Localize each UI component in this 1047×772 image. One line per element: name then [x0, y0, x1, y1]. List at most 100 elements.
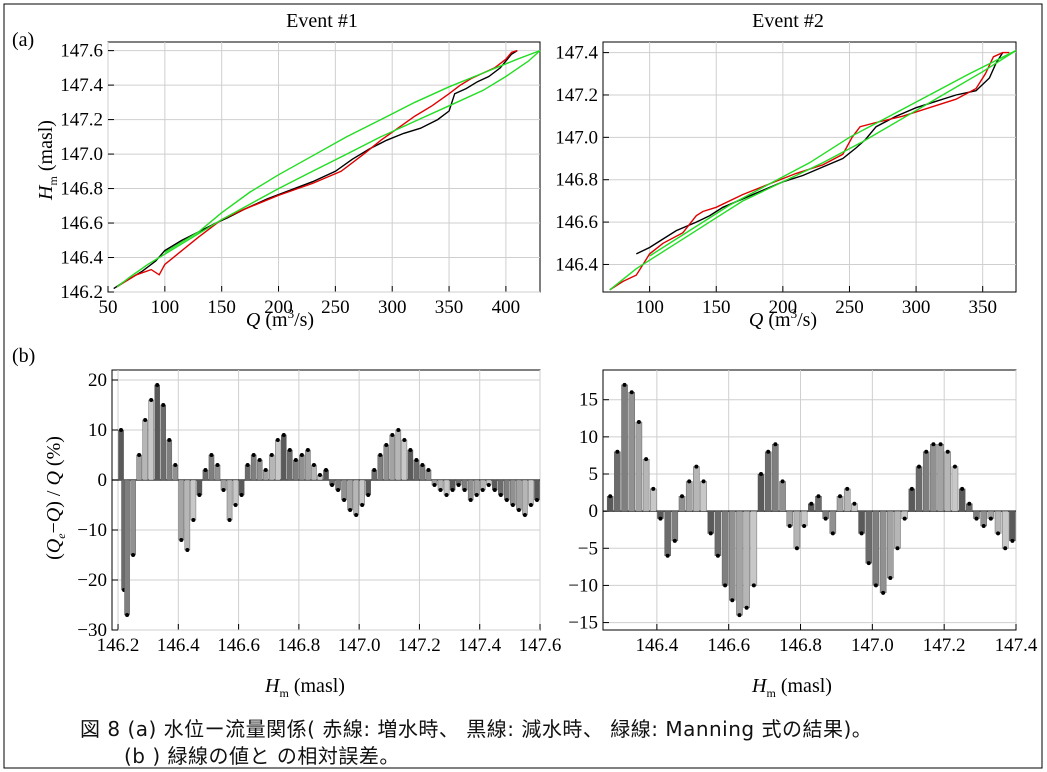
error-bar: [1001, 510, 1009, 549]
error-point: [137, 453, 142, 457]
error-bar: [275, 439, 281, 481]
chart-event2-rating: Event #2 Q (m3/s) 100 150 200 250 300 350 146.…: [555, 10, 1017, 331]
error-point: [504, 498, 509, 502]
plot-frame: [111, 369, 541, 631]
error-bar: [707, 510, 714, 534]
chart-title: Event #2: [752, 10, 824, 32]
y-tick-label: 20: [88, 370, 107, 391]
error-point: [917, 464, 922, 469]
error-point: [143, 418, 148, 422]
series-line-green-3: [649, 49, 1017, 257]
x-axis-label: Q (m3/s): [749, 306, 817, 331]
error-bar: [419, 464, 426, 481]
error-point: [311, 463, 316, 467]
error-bar: [244, 464, 251, 481]
y-tick-label: 5: [589, 464, 599, 485]
y-tick-label: 10: [579, 427, 598, 448]
error-bar: [208, 454, 215, 481]
error-point: [492, 488, 497, 492]
x-tick-label: 147.6: [519, 635, 562, 656]
error-bar: [908, 488, 916, 512]
y-axis-label: (Qe−Q) / Q (%): [43, 436, 68, 560]
error-point: [408, 448, 413, 452]
error-bar: [395, 429, 402, 481]
panel-label-a: (a): [12, 29, 34, 51]
error-bar: [779, 481, 786, 512]
error-point: [251, 453, 256, 457]
error-point: [203, 468, 208, 472]
error-point: [608, 494, 613, 499]
error-point: [131, 553, 136, 557]
error-bar: [383, 444, 390, 481]
error-point: [866, 561, 871, 566]
error-bar: [793, 510, 801, 549]
error-bar: [124, 479, 130, 616]
error-bar: [214, 464, 221, 481]
y-tick-label: 0: [589, 501, 599, 522]
x-axis-label: Q (m3/s): [246, 306, 314, 331]
error-point: [450, 488, 455, 492]
error-bar: [226, 479, 233, 521]
error-point: [751, 583, 756, 588]
error-bar: [714, 510, 722, 556]
panel-label-b: (b): [12, 345, 35, 367]
error-bar: [736, 510, 743, 616]
error-point: [432, 483, 437, 487]
plot-frame: [107, 41, 541, 293]
error-point: [759, 472, 764, 476]
error-bar: [510, 479, 516, 506]
error-bar: [516, 479, 522, 511]
error-point: [629, 390, 634, 395]
y-tick-label: 147.4: [60, 75, 103, 96]
x-tick-label: 300: [902, 297, 931, 318]
y-tick-label: −10: [568, 575, 598, 596]
error-point: [402, 438, 407, 442]
x-tick-label: 146.6: [217, 635, 260, 656]
x-tick-label: 146.8: [277, 635, 320, 656]
error-point: [838, 494, 843, 499]
error-point: [299, 453, 304, 457]
error-point: [766, 449, 771, 454]
error-point: [730, 598, 735, 603]
error-bar: [268, 454, 275, 481]
error-point: [809, 501, 814, 506]
error-bar: [130, 479, 136, 556]
y-tick-label: 147.0: [60, 144, 103, 165]
error-point: [988, 516, 993, 521]
error-bar: [937, 444, 944, 512]
error-bar: [729, 510, 736, 601]
error-point: [952, 464, 957, 469]
error-point: [510, 503, 515, 507]
error-point: [780, 479, 785, 484]
series-line-red-1: [609, 51, 1010, 291]
y-tick-label: 146.4: [555, 254, 598, 275]
plot-frame: [602, 41, 1017, 293]
error-bar: [836, 496, 844, 512]
error-point: [420, 463, 425, 467]
error-point: [708, 531, 713, 536]
error-point: [179, 538, 184, 542]
error-bar: [922, 451, 930, 512]
error-point: [185, 548, 190, 552]
error-point: [744, 605, 749, 610]
error-point: [859, 531, 864, 536]
error-point: [816, 494, 821, 499]
error-point: [680, 494, 685, 499]
y-tick-label: 147.2: [555, 85, 598, 106]
error-bar: [136, 454, 142, 481]
error-bar: [930, 444, 937, 512]
x-tick-label: 147.0: [338, 635, 381, 656]
y-tick-label: −10: [77, 520, 107, 541]
error-bar: [377, 454, 384, 481]
error-point: [444, 493, 449, 497]
error-bar: [915, 466, 923, 512]
chart-event2-error: Hm (masl) 146.4 146.6 146.8 147.0 147.2 147.4…: [568, 369, 1038, 700]
error-point: [981, 524, 986, 528]
x-tick-label: 250: [835, 297, 864, 318]
error-bar: [872, 510, 880, 586]
series-line-black-0: [635, 52, 1004, 255]
y-tick-label: 0: [98, 470, 108, 491]
error-point: [996, 531, 1001, 536]
x-tick-label: 200: [769, 297, 798, 318]
error-bar: [299, 454, 305, 481]
